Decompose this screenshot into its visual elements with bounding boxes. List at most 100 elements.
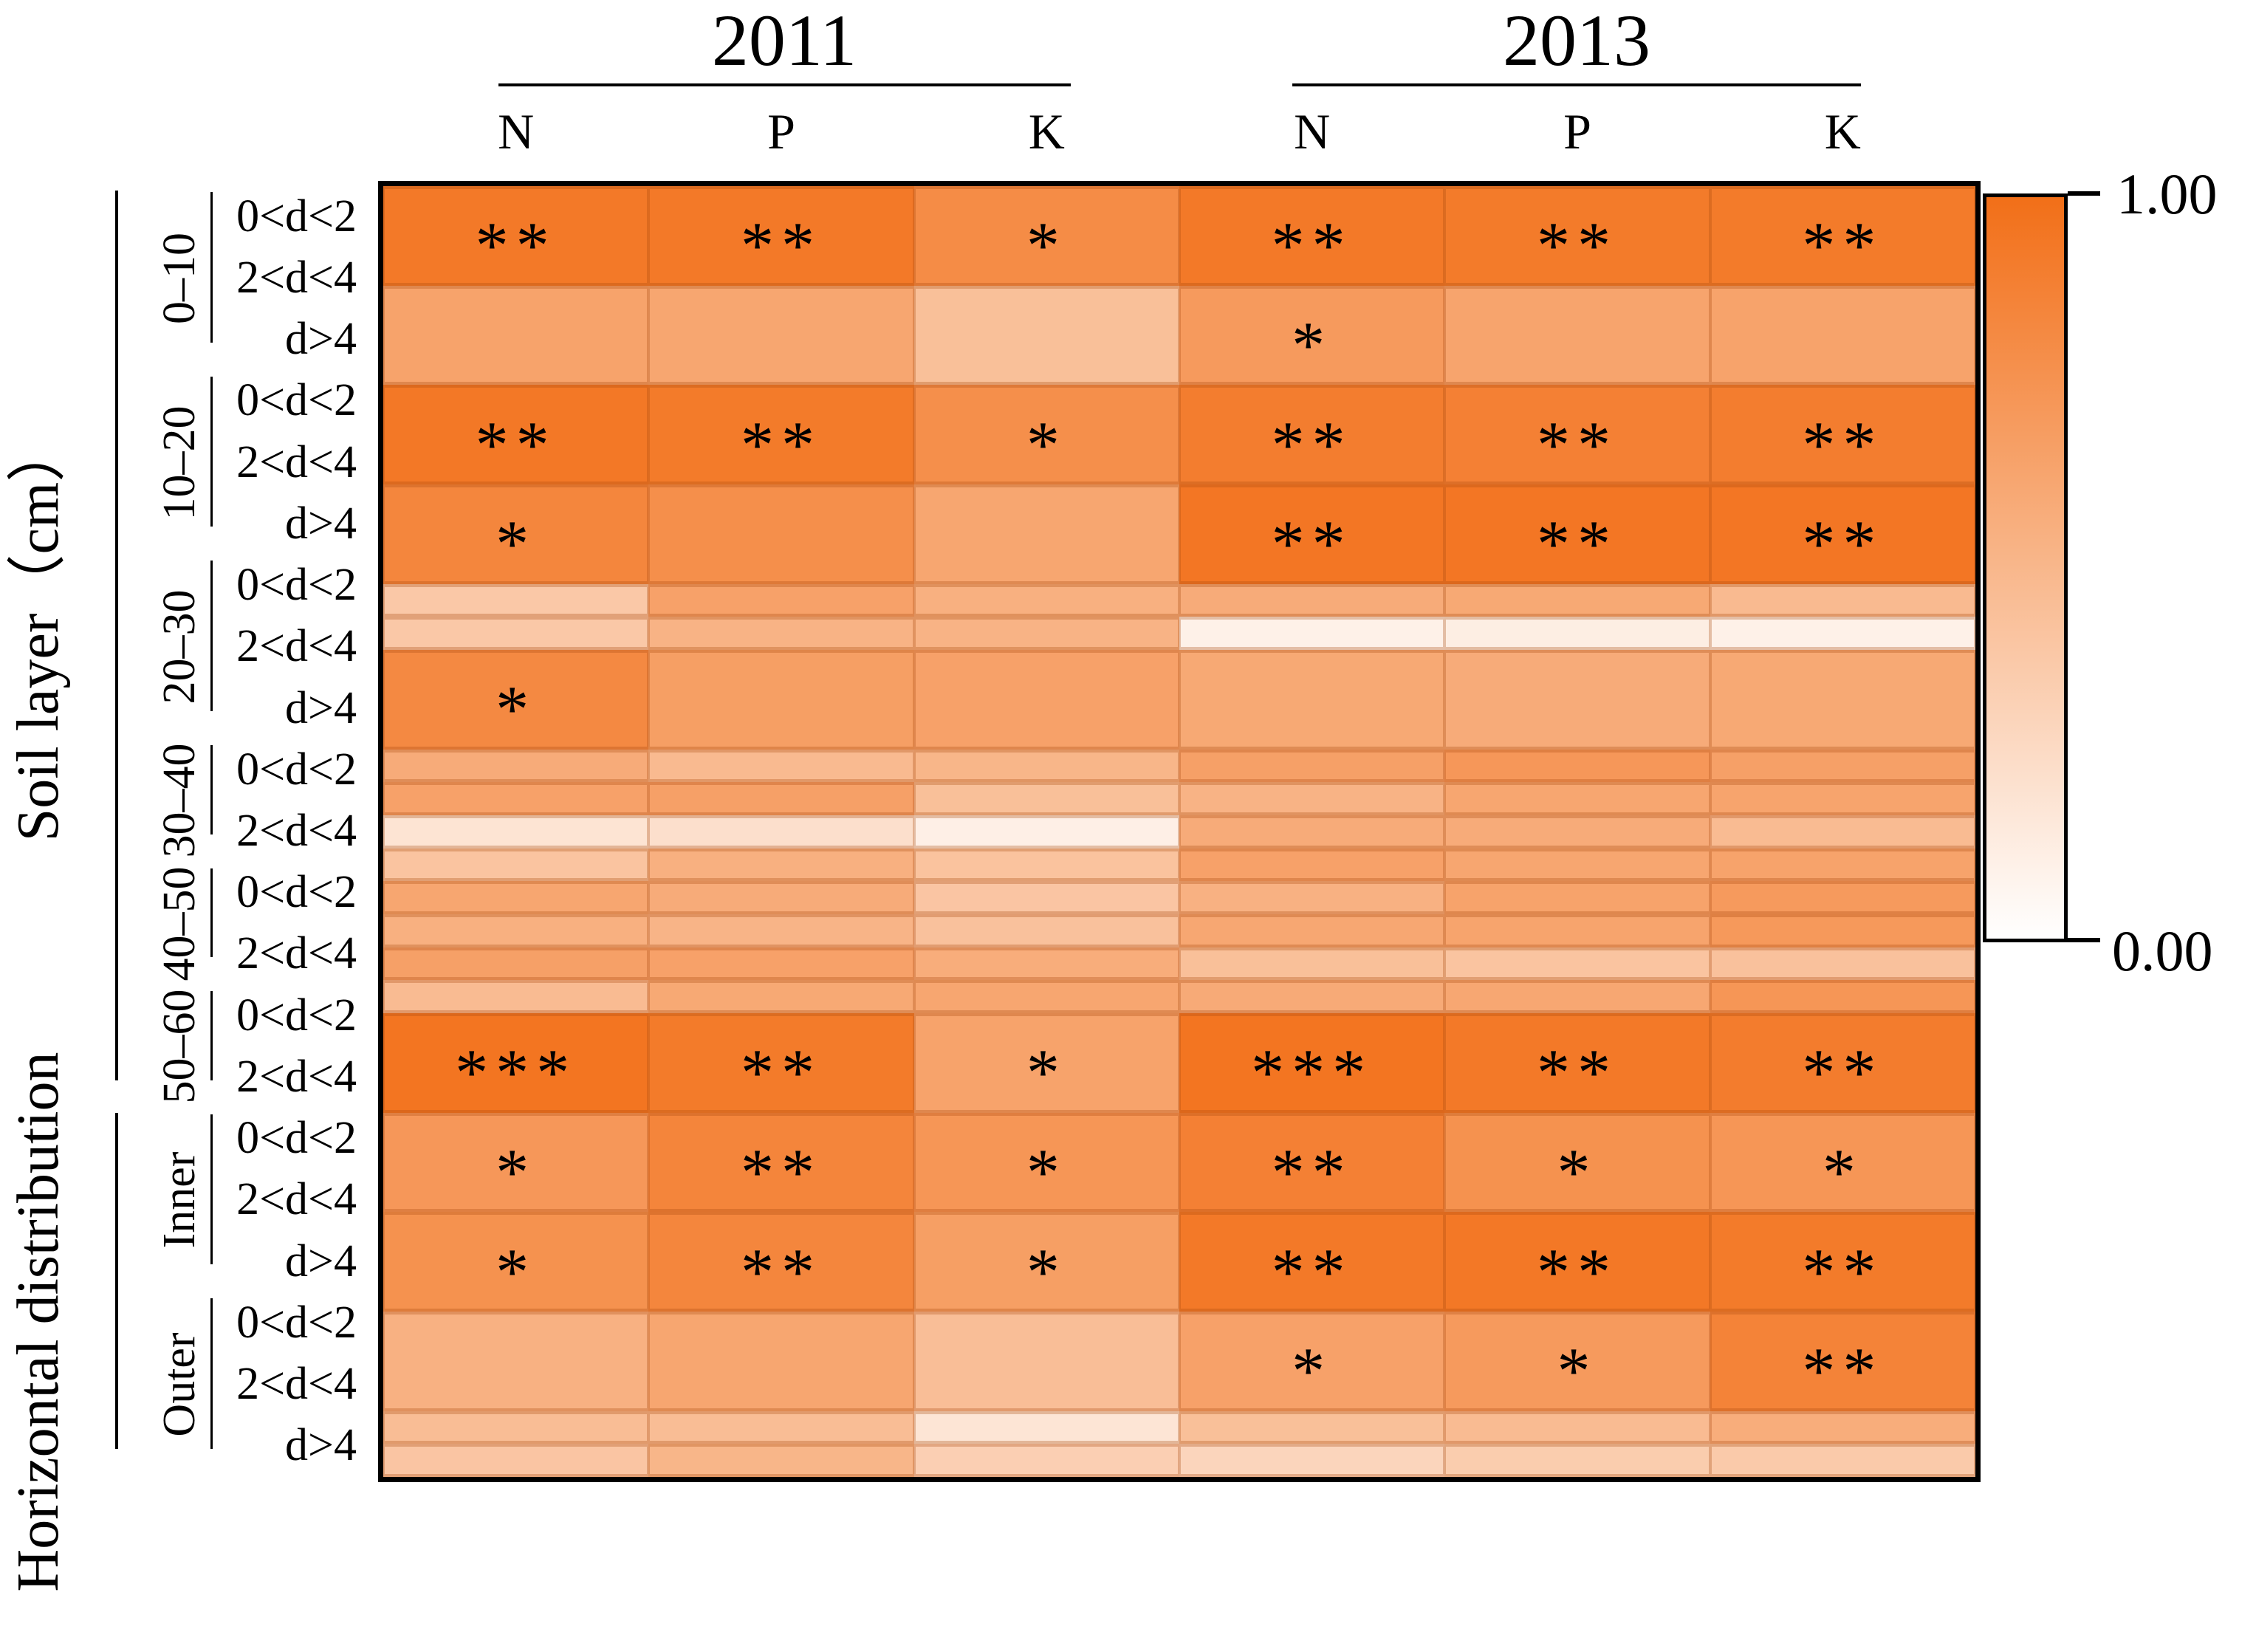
heatmap-cell	[1710, 881, 1975, 914]
heatmap-cell: **	[1444, 1012, 1710, 1113]
significance-marks: *	[496, 507, 537, 581]
heatmap-cell	[383, 617, 649, 650]
heatmap-cell: **	[1179, 1112, 1445, 1213]
heatmap-cell	[1444, 881, 1710, 914]
significance-marks: ***	[1251, 1036, 1374, 1110]
row-label: d>4	[285, 313, 357, 364]
group-label: 10–20	[154, 405, 205, 521]
significance-marks: **	[740, 408, 822, 482]
significance-marks: **	[1271, 1136, 1353, 1210]
significance-marks: **	[740, 209, 822, 283]
heatmap-cell	[648, 1444, 914, 1477]
group-separator-line	[210, 991, 213, 1080]
group-separator-line	[210, 192, 213, 343]
heatmap-cell: **	[1710, 1212, 1975, 1312]
heatmap-cell	[1179, 848, 1445, 882]
heatmap-cell	[383, 947, 649, 981]
colorbar-gradient	[1986, 197, 2064, 939]
section-separator-line	[115, 191, 118, 1080]
heatmap-cell	[913, 947, 1179, 981]
heatmap-cell	[913, 583, 1179, 617]
group-label: 20–30	[154, 589, 205, 705]
heatmap-cell	[1710, 815, 1975, 849]
heatmap-cell: *	[1444, 1311, 1710, 1411]
heatmap-cell	[1710, 749, 1975, 783]
group-separator-line	[210, 561, 213, 712]
significance-marks: *	[1557, 1334, 1598, 1408]
heatmap-cell: **	[1710, 1311, 1975, 1411]
significance-marks: *	[496, 673, 537, 747]
row-label: 2<d<4	[236, 1174, 357, 1225]
significance-marks: **	[475, 209, 557, 283]
heatmap-cell	[913, 782, 1179, 815]
heatmap-cell	[1710, 947, 1975, 981]
column-label-k: K	[1028, 103, 1065, 160]
heatmap-cell	[913, 749, 1179, 783]
section-separator-line	[115, 1112, 118, 1449]
heatmap-cell	[913, 285, 1179, 385]
heatmap-cell	[1179, 815, 1445, 849]
heatmap-cell	[1444, 980, 1710, 1013]
heatmap-cell	[1179, 1411, 1445, 1444]
heatmap-cell	[913, 914, 1179, 947]
column-label-n: N	[1294, 103, 1331, 160]
heatmap-cell: **	[1710, 385, 1975, 484]
group-separator-line	[210, 1114, 213, 1265]
group-separator-line	[210, 1298, 213, 1449]
heatmap-cell	[648, 782, 914, 815]
column-label-p: P	[1563, 103, 1591, 160]
heatmap-cell: **	[1444, 484, 1710, 584]
row-label: 2<d<4	[236, 805, 357, 856]
heatmap-cell: **	[1444, 1212, 1710, 1312]
significance-marks: *	[1822, 1136, 1863, 1210]
heatmap-cell	[383, 1311, 649, 1411]
significance-marks: **	[1536, 1235, 1618, 1309]
significance-marks: *	[1292, 1334, 1333, 1408]
heatmap-cell: **	[1179, 1212, 1445, 1312]
significance-marks: **	[1536, 408, 1618, 482]
heatmap-cell: **	[1710, 186, 1975, 286]
heatmap-cell	[383, 782, 649, 815]
heatmap-cell	[383, 1444, 649, 1477]
significance-marks: **	[740, 1235, 822, 1309]
significance-marks: *	[1026, 1235, 1067, 1309]
column-label-p: P	[767, 103, 795, 160]
heatmap-cell	[913, 1311, 1179, 1411]
row-label: 0<d<2	[236, 375, 357, 426]
row-label: 0<d<2	[236, 744, 357, 795]
heatmap-cell	[648, 848, 914, 882]
heatmap-cell	[383, 583, 649, 617]
heatmap-cell: **	[1179, 186, 1445, 286]
heatmap-cell	[1710, 649, 1975, 750]
heatmap-cell: *	[383, 484, 649, 584]
heatmap-cell	[1179, 1444, 1445, 1477]
heatmap-cell: **	[383, 186, 649, 286]
heatmap-cell: **	[383, 385, 649, 484]
heatmap-cell: *	[1179, 285, 1445, 385]
heatmap-cell: *	[913, 385, 1179, 484]
heatmap-cell	[1444, 782, 1710, 815]
significance-marks: **	[1536, 507, 1618, 581]
row-label: 2<d<4	[236, 1358, 357, 1409]
heatmap-cell	[1444, 914, 1710, 947]
heatmap-cell: ***	[1179, 1012, 1445, 1113]
heatmap-cell	[1179, 617, 1445, 650]
group-label: Inner	[154, 1152, 205, 1249]
heatmap-cell	[913, 1444, 1179, 1477]
row-label: 2<d<4	[236, 252, 357, 303]
heatmap-cell	[383, 848, 649, 882]
significance-marks: **	[1802, 1334, 1884, 1408]
significance-marks: *	[1026, 209, 1067, 283]
significance-marks: ***	[455, 1036, 577, 1110]
heatmap-cell	[1444, 285, 1710, 385]
heatmap-cell	[648, 649, 914, 750]
heatmap-cell	[648, 484, 914, 584]
heatmap-cell	[913, 980, 1179, 1013]
colorbar-tick-min	[2068, 938, 2100, 942]
heatmap-cell	[383, 1411, 649, 1444]
significance-marks: **	[740, 1136, 822, 1210]
heatmap-cell	[1179, 649, 1445, 750]
heatmap-cell: **	[1710, 484, 1975, 584]
heatmap-cell: **	[648, 1112, 914, 1213]
